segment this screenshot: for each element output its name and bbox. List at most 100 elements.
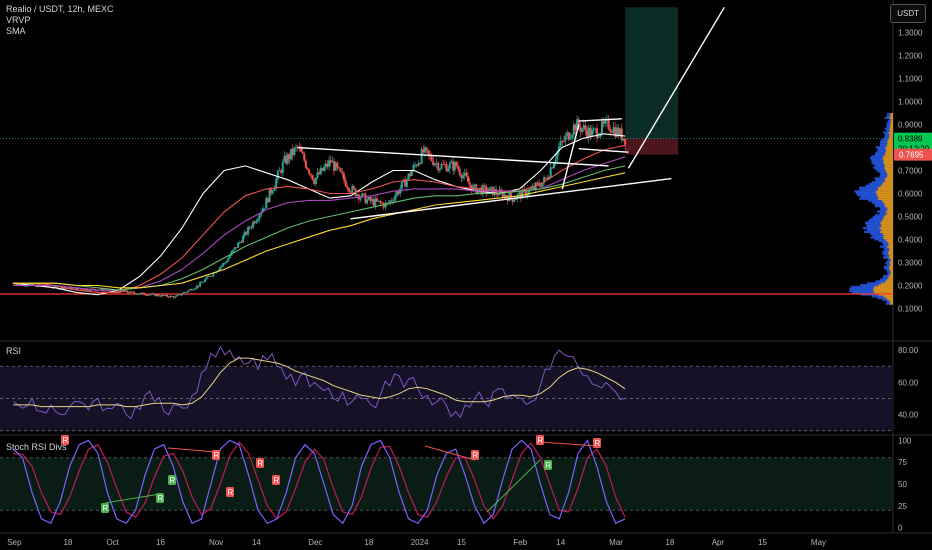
candle-body	[462, 175, 464, 178]
time-tick-label: 16	[156, 538, 165, 547]
candle-body	[138, 294, 140, 295]
candle-body	[219, 267, 221, 270]
candle-body	[399, 189, 401, 194]
candle-body	[204, 279, 206, 282]
candle-body	[307, 168, 309, 170]
time-tick-label: Sep	[7, 538, 22, 547]
candle-body	[237, 243, 239, 248]
time-tick-label: Apr	[712, 538, 725, 547]
candle-body	[484, 185, 486, 186]
divergence-marker: R	[473, 451, 479, 460]
candle-body	[467, 176, 469, 181]
indicator-vrvp-label[interactable]: VRVP	[6, 15, 30, 25]
candle-body	[323, 167, 325, 171]
candle-body	[166, 295, 168, 297]
candle-body	[336, 163, 338, 168]
time-tick-label: Dec	[308, 538, 322, 547]
divergence-marker: R	[538, 436, 544, 445]
price-label-lower: 0.7695	[899, 151, 924, 160]
candle-body	[513, 200, 515, 202]
time-tick-label: 14	[252, 538, 261, 547]
time-tick-label: 14	[556, 538, 565, 547]
candle-body	[427, 150, 429, 154]
candle-body	[348, 188, 350, 192]
candle-body	[133, 292, 135, 293]
candle-body	[302, 152, 304, 154]
candle-body	[303, 154, 305, 161]
price-tick-label: 1.0000	[898, 98, 923, 107]
candle-body	[366, 200, 368, 204]
candle-body	[431, 155, 433, 160]
stoch-tick-label: 100	[898, 436, 912, 445]
candle-body	[242, 236, 244, 243]
candle-body	[126, 291, 128, 293]
candle-body	[310, 174, 312, 175]
candle-body	[346, 186, 348, 188]
candle-body	[194, 288, 196, 289]
price-tick-label: 0.5000	[898, 213, 923, 222]
candle-body	[455, 162, 457, 166]
candle-body	[340, 168, 342, 172]
candle-body	[624, 139, 626, 145]
candle-body	[570, 138, 572, 140]
candle-body	[226, 261, 228, 262]
candle-body	[393, 201, 395, 202]
position-target-zone	[625, 7, 678, 138]
time-tick-label: Feb	[513, 538, 527, 547]
price-tick-label: 0.2000	[898, 282, 923, 291]
candle-body	[560, 141, 562, 146]
price-tick-label: 0.6000	[898, 190, 923, 199]
candle-body	[343, 174, 345, 180]
candle-body	[181, 294, 183, 295]
stoch-tick-label: 75	[898, 458, 907, 467]
price-tick-label: 0.1000	[898, 305, 923, 314]
candle-body	[188, 290, 190, 292]
divergence-marker: R	[258, 459, 264, 468]
candle-body	[449, 163, 451, 169]
indicator-sma-label[interactable]: SMA	[6, 26, 26, 36]
candle-body	[282, 162, 284, 173]
candle-body	[305, 161, 307, 168]
price-tick-label: 1.3000	[898, 29, 923, 38]
time-tick-label: 15	[758, 538, 767, 547]
candle-body	[259, 215, 261, 219]
rsi-tick-label: 80.00	[898, 346, 919, 355]
candle-body	[608, 119, 610, 129]
volume-profile-bar	[890, 113, 893, 115]
position-stop-zone	[625, 139, 678, 155]
candle-body	[293, 148, 295, 155]
candle-body	[553, 163, 555, 168]
stoch-tick-label: 50	[898, 480, 907, 489]
divergence-marker: R	[170, 476, 176, 485]
candle-body	[465, 173, 467, 177]
candle-body	[376, 198, 378, 201]
divergence-marker: R	[595, 439, 601, 448]
divergence-marker: R	[158, 494, 164, 503]
stoch-band	[0, 458, 893, 510]
candle-body	[584, 125, 586, 130]
candle-body	[604, 120, 606, 123]
candle-body	[596, 129, 598, 138]
candle-body	[353, 186, 355, 189]
rsi-tick-label: 40.00	[898, 411, 919, 420]
candle-body	[469, 182, 471, 185]
divergence-marker: R	[546, 461, 552, 470]
candle-body	[341, 172, 343, 174]
candle-body	[312, 175, 314, 180]
candle-body	[192, 289, 194, 290]
currency-button[interactable]: USDT	[890, 4, 926, 23]
candle-body	[202, 282, 204, 283]
candle-body	[459, 169, 461, 175]
candle-body	[264, 208, 266, 209]
rsi-pane-label: RSI	[6, 346, 21, 356]
candle-body	[224, 263, 226, 264]
candle-body	[275, 179, 277, 188]
candle-body	[229, 256, 231, 258]
candle-body	[221, 266, 223, 268]
candle-body	[447, 169, 449, 172]
candle-body	[176, 295, 178, 296]
candle-body	[345, 180, 347, 186]
time-tick-label: 18	[364, 538, 373, 547]
price-tick-label: 1.2000	[898, 52, 923, 61]
